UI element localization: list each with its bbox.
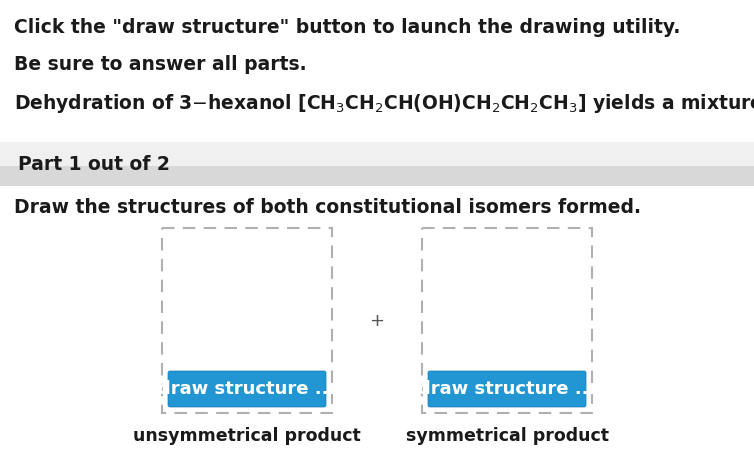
Text: Part 1 out of 2: Part 1 out of 2 — [18, 155, 170, 174]
Text: unsymmetrical product: unsymmetrical product — [133, 427, 361, 445]
FancyBboxPatch shape — [0, 142, 754, 186]
Text: draw structure ...: draw structure ... — [418, 380, 596, 398]
FancyBboxPatch shape — [428, 371, 586, 407]
Text: Draw the structures of both constitutional isomers formed.: Draw the structures of both constitution… — [14, 198, 641, 217]
FancyBboxPatch shape — [162, 228, 332, 413]
Text: Dehydration of 3$-$hexanol [CH$_3$CH$_2$CH(OH)CH$_2$CH$_2$CH$_3$] yields a mixtu: Dehydration of 3$-$hexanol [CH$_3$CH$_2$… — [14, 92, 754, 115]
Text: draw structure ...: draw structure ... — [158, 380, 336, 398]
Text: +: + — [369, 312, 385, 330]
FancyBboxPatch shape — [422, 228, 592, 413]
FancyBboxPatch shape — [0, 142, 754, 166]
FancyBboxPatch shape — [168, 371, 326, 407]
Text: Be sure to answer all parts.: Be sure to answer all parts. — [14, 55, 307, 74]
Text: symmetrical product: symmetrical product — [406, 427, 608, 445]
Text: Click the "draw structure" button to launch the drawing utility.: Click the "draw structure" button to lau… — [14, 18, 680, 37]
